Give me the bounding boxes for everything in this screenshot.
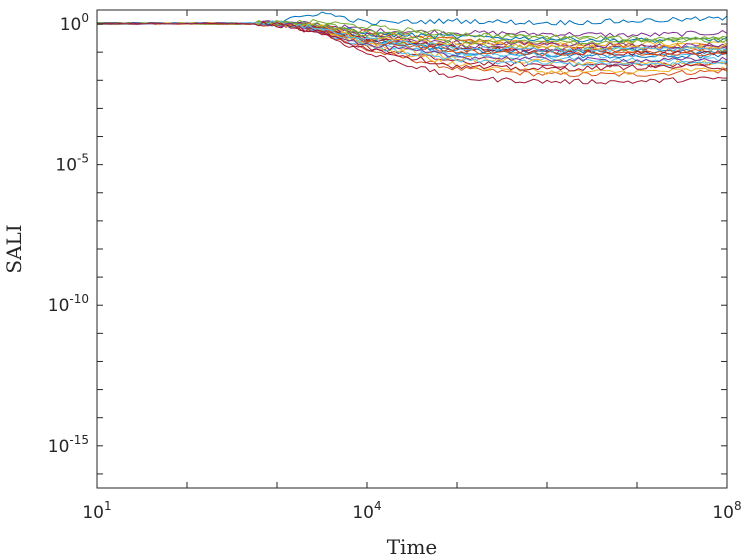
plot-area bbox=[97, 10, 727, 488]
y-tick-label: 10-10 bbox=[48, 292, 89, 316]
series-line bbox=[96, 20, 728, 72]
y-tick-label: 10-15 bbox=[48, 433, 89, 457]
x-tick-label: 104 bbox=[352, 499, 381, 523]
x-tick-label: 101 bbox=[82, 499, 111, 523]
y-tick-label: 10-5 bbox=[55, 152, 89, 176]
x-tick-label: 108 bbox=[712, 499, 741, 523]
tick-layer: 101 104 108 100 10-5 10-10 10-15 bbox=[48, 10, 742, 523]
series-line bbox=[96, 20, 728, 45]
series-line bbox=[96, 20, 728, 54]
series-layer bbox=[96, 11, 728, 85]
y-tick-label: 100 bbox=[60, 11, 89, 35]
x-axis-title: Time bbox=[387, 535, 438, 558]
y-axis-title: SALI bbox=[2, 224, 26, 273]
